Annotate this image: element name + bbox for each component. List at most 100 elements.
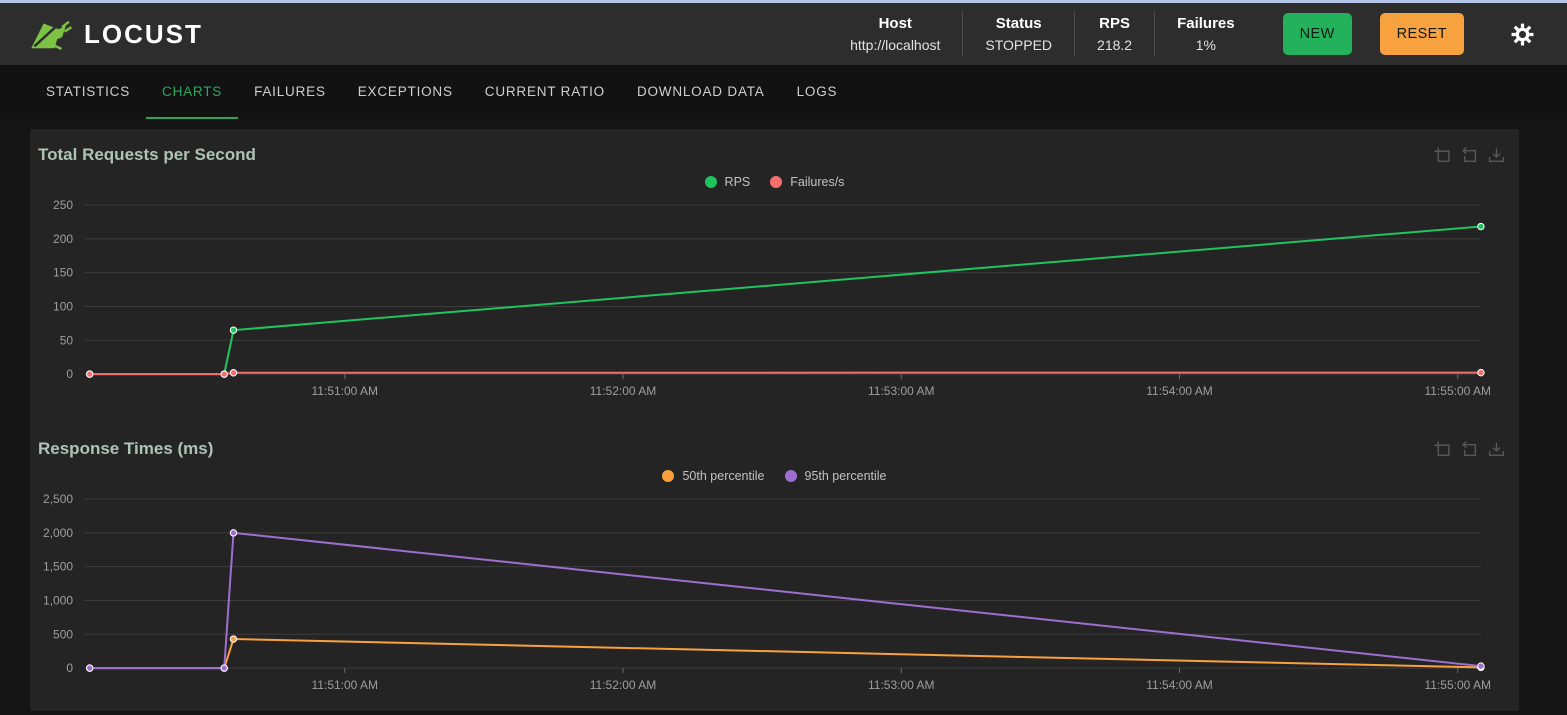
legend-item-failures-s[interactable]: Failures/s [770,175,844,189]
app-title: LOCUST [84,18,203,49]
toolbox-zoom-button[interactable] [1434,441,1451,458]
x-axis-label: 11:52:00 AM [590,678,657,692]
tab-bar: STATISTICS CHARTS FAILURES EXCEPTIONS CU… [0,65,1567,119]
legend-item-50th-percentile[interactable]: 50th percentile [662,469,765,484]
x-axis-label: 11:52:00 AM [590,384,657,398]
tab-charts[interactable]: CHARTS [146,65,239,119]
chart-legend: 50th percentile 95th percentile [30,467,1519,485]
chart-title: Total Requests per Second [38,145,256,164]
legend-label: Failures/s [790,175,845,189]
x-axis-label: 11:55:00 AM [1424,384,1491,398]
gear-icon [1511,23,1534,45]
data-point [1477,662,1485,670]
tab-logs[interactable]: LOGS [796,83,838,99]
chart-toolbox [1434,146,1505,164]
stat-status-label: Status [995,15,1042,32]
data-point [220,664,228,672]
x-axis-label: 11:53:00 AM [868,678,935,692]
data-point [1477,222,1485,231]
reset-button[interactable]: RESET [1379,13,1464,55]
response-times-chart: 0 500 1,000 1,500 2,000 2,500 11:51:00 AM 11:52… [30,487,1519,695]
toolbox-save-image-button[interactable] [1488,147,1505,164]
tab-statistics[interactable]: STATISTICS [46,83,131,99]
stat-failures: Failures 1% [1154,11,1257,57]
toolbox-save-image-button[interactable] [1488,441,1505,458]
x-axis-label: 11:51:00 AM [312,678,379,692]
legend-label: 50th percentile [682,469,765,484]
top-accent-strip [0,0,1567,3]
tab-download-data[interactable]: DOWNLOAD DATA [636,83,765,99]
y-axis-label: 1,500 [43,560,73,574]
app-header: LOCUST Host http://localhost Status STOP… [0,3,1567,65]
zoom-select-icon [1434,147,1450,162]
stat-status-value: STOPPED [985,37,1053,53]
y-axis-label: 2,500 [43,492,73,506]
y-axis-label: 50 [60,333,74,347]
stat-failures-label: Failures [1177,15,1235,32]
chart-title: Response Times (ms) [38,439,214,459]
stat-rps-value: 218.2 [1097,37,1133,53]
stat-host: Host http://localhost [828,11,962,57]
chart-legend: RPS Failures/s [30,173,1519,191]
data-point [229,635,238,643]
chart-header: Total Requests per Second [30,137,1519,165]
tab-current-ratio[interactable]: CURRENT RATIO [484,83,605,99]
legend-dot [662,470,675,483]
stat-rps: RPS 218.2 [1074,11,1154,57]
header-stats: Host http://localhost Status STOPPED RPS… [828,11,1257,57]
legend-item-rps[interactable]: RPS [704,175,751,189]
locust-logo-icon [31,20,72,50]
y-axis-label: 0 [66,661,73,675]
charts-panel: Total Requests per Second RPS Failures/s … [30,129,1519,712]
download-icon [1488,148,1505,162]
legend-dot [704,176,717,188]
y-axis-label: 0 [66,367,73,381]
data-point [1477,368,1485,377]
stat-status: Status STOPPED [962,11,1074,57]
settings-button[interactable] [1506,18,1539,51]
total-rps-chart: 0 50 100 150 200 250 11:51:00 AM 11:52:00 AM 11:… [30,193,1519,401]
data-point [86,370,94,378]
zoom-select-icon [1434,441,1450,456]
stat-host-value: http://localhost [850,37,941,53]
app-logo: LOCUST [30,17,203,51]
tab-exceptions[interactable]: EXCEPTIONS [357,83,453,99]
data-point [229,529,238,537]
download-icon [1488,442,1505,456]
legend-dot [770,176,783,188]
total-rps-chart-section: Total Requests per Second RPS Failures/s … [30,137,1519,401]
chart-header: Response Times (ms) [30,431,1519,459]
y-axis-label: 2,000 [43,526,73,540]
stat-failures-value: 1% [1195,37,1216,53]
data-point [229,369,238,377]
chart-canvas[interactable]: 0 500 1,000 1,500 2,000 2,500 11:51:00 AM 11:52… [30,487,1519,695]
x-axis-label: 11:53:00 AM [868,384,935,398]
legend-label: RPS [724,175,751,189]
legend-item-95th-percentile[interactable]: 95th percentile [784,469,887,484]
response-times-chart-section: Response Times (ms) 50th percentile 95th … [30,431,1519,695]
stat-host-label: Host [878,15,912,32]
restore-icon [1462,440,1477,456]
y-axis-label: 100 [53,299,73,313]
new-test-button[interactable]: NEW [1282,13,1352,55]
x-axis-label: 11:51:00 AM [312,384,379,398]
tab-failures[interactable]: FAILURES [254,83,326,99]
restore-icon [1462,146,1477,162]
stat-rps-label: RPS [1099,15,1130,32]
toolbox-restore-button[interactable] [1461,440,1478,458]
y-axis-label: 150 [53,266,73,280]
y-axis-label: 250 [53,198,73,212]
x-axis-label: 11:55:00 AM [1424,678,1491,692]
toolbox-zoom-button[interactable] [1434,147,1451,164]
legend-dot [784,470,797,483]
legend-label: 95th percentile [804,469,887,484]
x-axis-label: 11:54:00 AM [1146,678,1213,692]
x-axis-label: 11:54:00 AM [1146,384,1213,398]
series-line-rps [89,225,1482,376]
data-point [86,664,94,672]
chart-canvas[interactable]: 0 50 100 150 200 250 11:51:00 AM 11:52:00 AM 11:… [30,193,1519,401]
toolbox-restore-button[interactable] [1461,146,1478,164]
y-axis-label: 500 [53,627,73,641]
chart-toolbox [1434,440,1505,458]
series-line-failures-s [89,371,1481,376]
